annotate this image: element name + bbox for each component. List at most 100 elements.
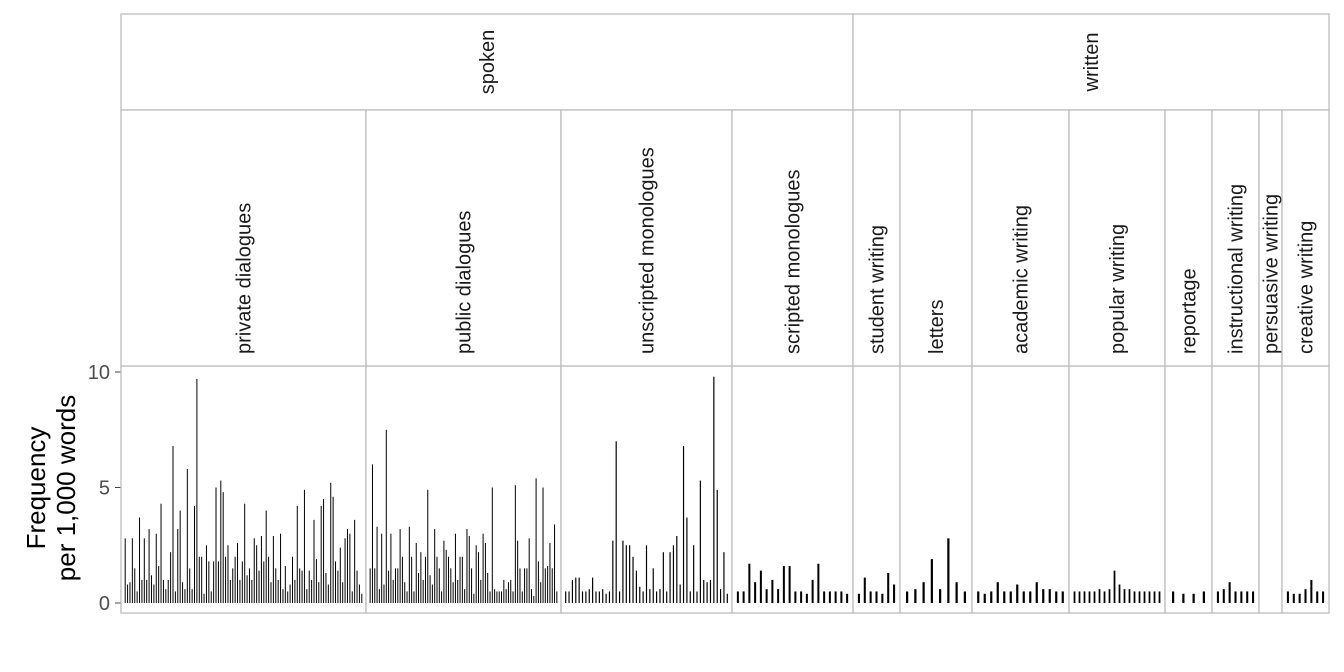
bar-public-dialogues-63: [512, 591, 514, 603]
panel-label-student-writing: student writing: [867, 225, 889, 354]
bar-unscripted-monologues-15: [612, 540, 614, 603]
bar-private-dialogues-56: [256, 545, 258, 603]
bar-private-dialogues-79: [311, 579, 313, 603]
bar-private-dialogues-80: [313, 519, 315, 603]
bar-creative-writing-4: [1304, 589, 1307, 603]
bar-public-dialogues-61: [507, 582, 509, 603]
bar-unscripted-monologues-12: [602, 589, 604, 603]
y-tick-label-5: 5: [99, 478, 110, 500]
bar-popular-writing-18: [1158, 591, 1161, 603]
bar-private-dialogues-19: [167, 579, 169, 603]
panel-strip-academic-writing: [971, 109, 1070, 367]
bar-public-dialogues-80: [551, 568, 553, 603]
bar-unscripted-monologues-13: [605, 593, 607, 603]
bar-private-dialogues-91: [339, 547, 341, 603]
bar-unscripted-monologues-33: [672, 545, 675, 603]
facet-strips: spoken written private dialogues public dia…: [120, 13, 1330, 367]
bar-public-dialogues-48: [477, 552, 479, 603]
bar-public-dialogues-38: [454, 533, 456, 603]
bar-letters-3: [922, 582, 925, 603]
bar-creative-writing-7: [1322, 591, 1325, 603]
bar-public-dialogues-76: [542, 487, 544, 603]
bar-popular-writing-17: [1153, 591, 1156, 603]
bar-unscripted-monologues-17: [618, 591, 621, 603]
bar-unscripted-monologues-35: [679, 584, 681, 603]
panel-strip-popular-writing: [1068, 109, 1166, 367]
bar-instructional-writing-4: [1234, 591, 1237, 603]
bar-public-dialogues-62: [510, 579, 512, 603]
bar-public-dialogues-50: [482, 533, 484, 603]
bar-private-dialogues-16: [160, 503, 162, 603]
bar-public-dialogues-31: [438, 568, 440, 603]
bar-private-dialogues-98: [356, 570, 358, 603]
bar-academic-writing-10: [1035, 582, 1038, 603]
bar-public-dialogues-44: [468, 536, 470, 603]
panel-label-persuasive-writing: persuasive writing: [1261, 194, 1283, 354]
strip-spoken: [120, 13, 854, 111]
bar-private-dialogues-47: [234, 556, 236, 603]
bar-public-dialogues-12: [395, 568, 397, 603]
bar-public-dialogues-68: [524, 568, 526, 603]
bar-scripted-monologues-6: [765, 589, 768, 603]
panel-border-academic-writing: [971, 365, 1070, 614]
bar-unscripted-monologues-29: [659, 589, 661, 603]
bar-private-dialogues-57: [258, 570, 260, 603]
bar-private-dialogues-99: [358, 584, 360, 603]
bar-public-dialogues-7: [383, 584, 385, 603]
bar-unscripted-monologues-26: [649, 589, 651, 603]
bar-public-dialogues-20: [413, 591, 415, 603]
panel-reportage: [1164, 365, 1213, 614]
bar-private-dialogues-62: [270, 582, 272, 603]
bar-public-dialogues-78: [547, 566, 549, 603]
bar-private-dialogues-8: [141, 579, 143, 603]
bar-private-dialogues-7: [139, 517, 141, 603]
bar-unscripted-monologues-23: [639, 586, 641, 603]
bar-private-dialogues-12: [150, 575, 152, 603]
panel-label-unscripted-monologues: unscripted monologues: [637, 147, 659, 354]
bar-private-dialogues-92: [342, 582, 344, 603]
bar-letters-1: [906, 591, 909, 603]
panel-label-reportage: reportage: [1179, 268, 1201, 354]
bar-public-dialogues-72: [533, 596, 535, 603]
bar-instructional-writing-2: [1222, 589, 1225, 603]
bar-unscripted-monologues-6: [581, 591, 584, 603]
bar-private-dialogues-71: [292, 556, 293, 603]
panel-strip-private-dialogues: [120, 109, 367, 367]
bar-private-dialogues-70: [289, 584, 291, 603]
bar-academic-writing-5: [1003, 591, 1006, 603]
bar-public-dialogues-56: [496, 591, 498, 603]
y-axis-ticks: 0 5 10: [88, 362, 121, 615]
bar-unscripted-monologues-14: [608, 591, 611, 603]
bar-unscripted-monologues-9: [592, 577, 594, 603]
y-tick-label-10: 10: [88, 362, 110, 384]
bar-private-dialogues-53: [248, 568, 250, 603]
panel-label-private-dialogues: private dialogues: [234, 203, 256, 354]
bar-public-dialogues-37: [452, 582, 454, 603]
bar-private-dialogues-86: [327, 584, 329, 603]
bar-unscripted-monologues-47: [719, 589, 722, 603]
bar-scripted-monologues-5: [759, 570, 762, 603]
bar-academic-writing-11: [1042, 589, 1045, 603]
bar-public-dialogues-16: [404, 582, 406, 603]
bar-popular-writing-9: [1113, 570, 1116, 603]
bar-private-dialogues-4: [131, 538, 133, 603]
bar-public-dialogues-4: [376, 526, 378, 603]
bar-public-dialogues-25: [424, 556, 426, 603]
bar-public-dialogues-43: [466, 529, 468, 603]
bar-popular-writing-7: [1103, 591, 1106, 603]
panel-border-creative-writing: [1281, 365, 1330, 614]
bar-private-dialogues-21: [172, 445, 174, 603]
bar-private-dialogues-64: [275, 568, 277, 603]
bar-private-dialogues-78: [308, 570, 310, 603]
bar-public-dialogues-9: [388, 570, 390, 603]
bar-unscripted-monologues-34: [676, 536, 678, 603]
bar-private-dialogues-54: [251, 579, 253, 603]
bar-private-dialogues-69: [287, 591, 289, 603]
bar-public-dialogues-17: [406, 591, 408, 603]
bar-instructional-writing-3: [1228, 582, 1231, 603]
panel-instructional-writing: [1211, 365, 1260, 614]
bar-academic-writing-9: [1029, 591, 1032, 603]
y-axis-label-line-2: per 1,000 words: [51, 395, 81, 581]
bar-scripted-monologues-15: [817, 563, 820, 603]
